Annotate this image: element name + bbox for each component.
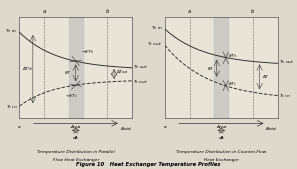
Text: $\delta T_c$: $\delta T_c$: [228, 80, 237, 88]
Text: Area: Area: [216, 125, 226, 129]
Text: $T_h$ out: $T_h$ out: [279, 58, 294, 66]
Text: $\Delta T_{1h}$: $\Delta T_{1h}$: [21, 65, 33, 73]
Text: $T_c$ out: $T_c$ out: [147, 41, 162, 48]
Text: $A_{total}$: $A_{total}$: [120, 125, 132, 133]
Text: $+\delta T_c$: $+\delta T_c$: [65, 92, 78, 100]
Text: $\delta T$: $\delta T$: [64, 69, 71, 76]
Text: $T_c$ out: $T_c$ out: [133, 78, 148, 86]
Text: Area: Area: [71, 125, 81, 129]
Text: $T_h$ out: $T_h$ out: [133, 63, 149, 70]
Text: a: a: [18, 125, 20, 129]
Text: Flow Heat Exchanger: Flow Heat Exchanger: [53, 158, 99, 162]
Text: Figure 10   Heat Exchanger Temperature Profiles: Figure 10 Heat Exchanger Temperature Pro…: [76, 162, 221, 167]
Text: Temperature Distribution in Counter-Flow: Temperature Distribution in Counter-Flow: [176, 150, 266, 154]
Text: a: a: [188, 9, 191, 14]
Text: dA: dA: [218, 136, 224, 140]
Text: $T_c$ in: $T_c$ in: [279, 93, 290, 100]
Text: $\delta T$: $\delta T$: [207, 65, 214, 72]
Text: Heat Exchanger: Heat Exchanger: [204, 158, 239, 162]
Text: Temperature Distribution in Parallel: Temperature Distribution in Parallel: [37, 150, 115, 154]
Text: $A_{total}$: $A_{total}$: [266, 125, 278, 133]
Text: dA: dA: [73, 136, 79, 140]
Text: $T_h$ in: $T_h$ in: [5, 27, 17, 35]
Text: $\Delta T_{out}$: $\Delta T_{out}$: [116, 68, 129, 76]
Text: $T_c$ in: $T_c$ in: [6, 103, 17, 111]
Text: $\Delta T$: $\Delta T$: [262, 73, 270, 80]
Text: b: b: [251, 9, 255, 14]
Text: b: b: [106, 9, 109, 14]
Text: $\delta T_h$: $\delta T_h$: [228, 53, 237, 60]
Text: a: a: [42, 9, 46, 14]
Text: $-\delta T_h$: $-\delta T_h$: [81, 48, 94, 56]
Text: a: a: [164, 125, 166, 129]
Text: $T_h$ in: $T_h$ in: [151, 24, 162, 32]
